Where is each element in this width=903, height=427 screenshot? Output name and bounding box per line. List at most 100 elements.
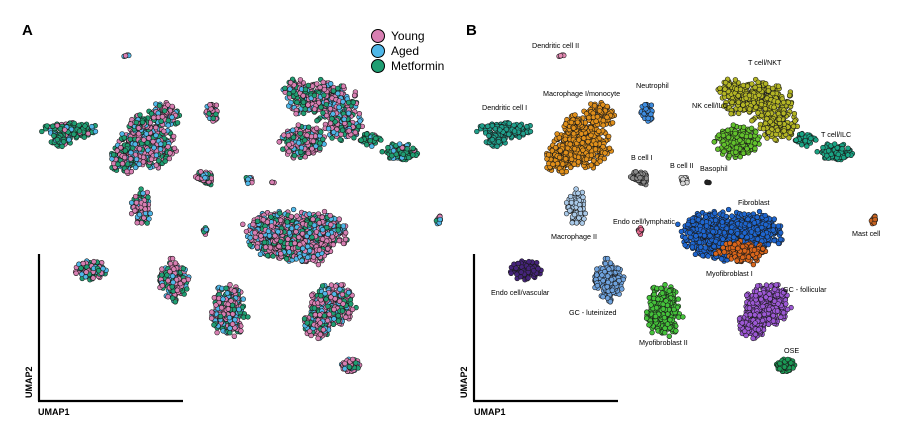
umap-point <box>310 254 317 260</box>
umap-point <box>125 161 131 167</box>
umap-point <box>150 138 156 145</box>
umap-point <box>145 194 151 200</box>
umap-point <box>342 360 348 367</box>
umap-point <box>229 321 236 327</box>
umap-point <box>410 152 416 158</box>
umap-point <box>151 145 157 151</box>
umap-point <box>132 208 138 214</box>
umap-point <box>331 129 337 135</box>
umap-point <box>268 223 275 229</box>
umap-point <box>288 99 294 106</box>
umap-point <box>90 275 96 281</box>
umap-point <box>164 272 170 278</box>
umap-point <box>62 127 68 133</box>
umap-point <box>134 220 140 226</box>
umap-point <box>330 321 337 327</box>
umap-point <box>567 141 573 147</box>
umap-point <box>224 290 230 296</box>
umap-point <box>177 280 184 287</box>
umap-point <box>306 230 313 236</box>
umap-point <box>226 314 233 321</box>
umap-point <box>328 294 334 300</box>
umap-point <box>294 213 300 219</box>
umap-point <box>161 128 167 134</box>
umap-point <box>132 164 139 171</box>
umap-point <box>319 283 326 289</box>
umap-point <box>278 238 284 245</box>
umap-point <box>602 150 608 156</box>
umap-point <box>171 266 177 272</box>
umap-point <box>144 220 150 226</box>
umap-point <box>571 146 578 152</box>
umap-point <box>597 158 603 164</box>
umap-point <box>136 211 143 218</box>
umap-point <box>272 233 278 239</box>
umap-point <box>128 149 134 156</box>
umap-point <box>269 179 275 185</box>
umap-point <box>304 132 310 138</box>
umap-point <box>66 137 72 143</box>
umap-point <box>214 329 220 336</box>
umap-point <box>342 366 348 372</box>
umap-point <box>367 138 373 144</box>
umap-point <box>171 145 178 151</box>
umap-point <box>588 162 594 168</box>
umap-point <box>245 180 251 187</box>
umap-point <box>311 92 318 99</box>
umap-point <box>316 247 323 253</box>
umap-point <box>79 271 85 277</box>
umap-point <box>583 156 590 162</box>
umap-point <box>296 140 302 146</box>
umap-point <box>327 106 334 112</box>
umap-point <box>335 227 341 233</box>
umap-point <box>110 152 117 158</box>
umap-point <box>254 244 260 250</box>
umap-point <box>169 284 175 290</box>
umap-point <box>260 217 266 223</box>
umap-point <box>210 115 216 122</box>
umap-point <box>588 124 594 131</box>
panel-b-letter: B <box>466 22 477 39</box>
umap-point <box>169 114 175 120</box>
umap-point <box>220 296 226 302</box>
umap-point <box>592 146 599 152</box>
umap-point <box>167 150 173 156</box>
umap-point <box>227 330 233 336</box>
umap-point <box>400 151 406 158</box>
umap-point <box>320 327 327 333</box>
umap-point <box>172 299 178 305</box>
umap-point <box>293 111 299 117</box>
umap-point <box>294 99 300 106</box>
umap-point <box>557 148 563 154</box>
umap-point <box>339 291 346 298</box>
umap-point <box>232 317 238 323</box>
umap-point <box>218 305 225 311</box>
umap-point <box>364 142 370 148</box>
umap-point <box>257 251 264 257</box>
panel-a-scatter <box>39 52 443 374</box>
umap-point <box>115 161 121 167</box>
umap-point <box>85 130 91 137</box>
umap-point <box>156 103 163 109</box>
umap-point <box>317 145 323 152</box>
umap-point <box>317 320 323 326</box>
umap-point <box>339 127 346 133</box>
umap-point <box>310 216 316 222</box>
umap-point <box>133 119 139 126</box>
umap-point <box>297 130 303 137</box>
umap-point <box>559 168 565 175</box>
umap-point <box>311 305 318 311</box>
umap-point <box>310 138 316 144</box>
umap-point <box>71 120 77 127</box>
umap-point <box>268 214 274 220</box>
umap-point <box>148 156 155 162</box>
umap-point <box>89 123 95 130</box>
umap-point <box>437 216 443 223</box>
umap-point <box>335 90 341 97</box>
umap-point <box>299 258 305 264</box>
umap-point <box>240 221 246 227</box>
umap-point <box>287 79 294 86</box>
umap-point <box>270 253 276 259</box>
umap-point <box>557 53 564 59</box>
umap-point <box>320 79 326 85</box>
